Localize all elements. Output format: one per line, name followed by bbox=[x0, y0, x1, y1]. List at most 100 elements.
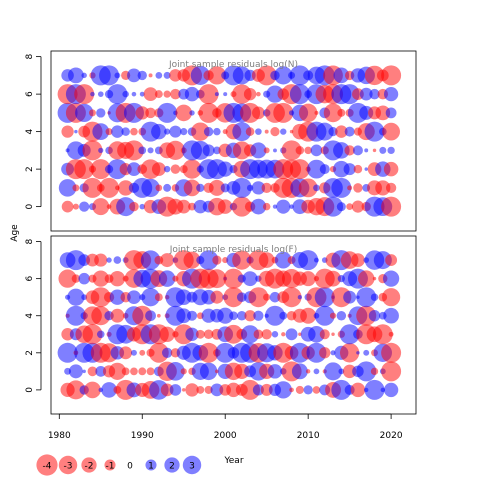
residual-bubble bbox=[343, 163, 356, 176]
residual-bubble bbox=[381, 65, 402, 86]
residual-bubble bbox=[253, 310, 264, 321]
residual-bubble bbox=[363, 349, 370, 356]
residual-bubble bbox=[255, 128, 262, 135]
legend-label: -1 bbox=[106, 462, 115, 472]
residual-bubble bbox=[261, 182, 272, 194]
residual-bubble bbox=[163, 183, 172, 192]
panel-logF: Joint sample residuals log(F) 0 2 4 6 8 bbox=[25, 235, 417, 415]
residual-bubble bbox=[232, 122, 252, 142]
residual-bubble bbox=[202, 144, 215, 157]
residual-bubble bbox=[295, 146, 305, 155]
residual-bubble bbox=[381, 342, 402, 363]
residual-bubble bbox=[74, 129, 78, 134]
residual-bubble bbox=[185, 327, 199, 341]
residual-bubble bbox=[382, 288, 401, 307]
x-tick-label: 1980 bbox=[48, 431, 71, 441]
residual-bubble bbox=[122, 90, 129, 98]
residual-bubble bbox=[350, 382, 366, 398]
residual-bubble bbox=[196, 183, 205, 193]
residual-bubble bbox=[213, 127, 221, 136]
residual-bubble bbox=[132, 305, 153, 326]
residual-bubble bbox=[163, 165, 171, 173]
y-tick-label: 2 bbox=[25, 350, 35, 356]
residual-bubble bbox=[139, 203, 146, 210]
residual-bubble bbox=[175, 289, 192, 306]
residual-bubble bbox=[61, 200, 74, 213]
x-tick-label: 2010 bbox=[297, 431, 320, 441]
residual-bubble bbox=[146, 367, 155, 376]
residual-bubble bbox=[195, 329, 205, 339]
residual-bubble bbox=[331, 379, 352, 400]
residual-bubble bbox=[193, 199, 208, 214]
residual-bubble bbox=[130, 127, 138, 136]
residual-bubble bbox=[215, 342, 236, 363]
residual-bubble bbox=[375, 105, 391, 121]
residual-bubble bbox=[224, 324, 243, 344]
panel-title: Joint sample residuals log(N) bbox=[168, 60, 298, 70]
residual-bubble bbox=[78, 272, 90, 285]
residual-bubble bbox=[298, 103, 318, 123]
residual-bubble bbox=[180, 128, 188, 136]
residual-bubble bbox=[375, 180, 391, 196]
residual-bubble bbox=[203, 329, 214, 340]
y-tick-label: 0 bbox=[25, 387, 35, 393]
residual-bubble bbox=[110, 308, 125, 323]
residual-bubble bbox=[314, 257, 319, 263]
residual-bubble bbox=[356, 351, 360, 355]
residual-bubble bbox=[359, 87, 373, 101]
residual-bubble bbox=[191, 122, 210, 141]
residual-bubble bbox=[91, 306, 111, 326]
residual-bubble bbox=[145, 107, 156, 119]
residual-bubble bbox=[258, 252, 275, 268]
residual-bubble bbox=[339, 84, 360, 105]
residual-bubble bbox=[381, 361, 402, 382]
residual-bubble bbox=[310, 144, 323, 157]
residual-bubble bbox=[82, 369, 86, 374]
residual-bubble bbox=[137, 70, 147, 81]
residual-bubble bbox=[368, 310, 381, 322]
residual-bubble bbox=[58, 269, 77, 288]
residual-bubble bbox=[347, 185, 353, 191]
residual-bubble bbox=[106, 257, 112, 263]
residual-bubble bbox=[185, 383, 199, 397]
residual-bubble bbox=[313, 368, 320, 375]
residual-bubble bbox=[57, 342, 78, 363]
residual-bubble bbox=[370, 293, 379, 301]
residual-bubble bbox=[84, 381, 101, 399]
residual-bubble bbox=[164, 128, 171, 135]
residual-bubble bbox=[127, 290, 141, 305]
residual-bubble bbox=[75, 103, 94, 123]
residual-bubble bbox=[244, 310, 256, 322]
residual-bubble bbox=[319, 347, 331, 359]
residual-bubble bbox=[300, 271, 316, 287]
residual-bubble bbox=[314, 305, 335, 326]
residual-bubble bbox=[364, 121, 385, 142]
residual-bubble bbox=[330, 350, 336, 356]
residual-bubble bbox=[139, 349, 146, 356]
residual-bubble bbox=[166, 362, 185, 381]
residual-bubble bbox=[240, 379, 261, 400]
y-tick-label: 4 bbox=[25, 128, 35, 134]
residual-bubble bbox=[189, 110, 195, 116]
residual-bubble bbox=[176, 308, 192, 324]
residual-bubble bbox=[344, 126, 355, 137]
residual-bubble bbox=[208, 179, 225, 196]
legend-bubble bbox=[36, 454, 58, 476]
residual-bubble bbox=[199, 362, 218, 381]
residual-bubble bbox=[303, 385, 313, 395]
residual-bubble bbox=[223, 268, 244, 289]
residual-bubble bbox=[68, 67, 84, 84]
residual-bubble bbox=[264, 305, 285, 326]
legend-bubble bbox=[145, 459, 157, 471]
residual-bubble bbox=[214, 92, 219, 97]
residual-bubble bbox=[352, 145, 363, 156]
residual-bubble bbox=[387, 146, 395, 155]
residual-bubble bbox=[274, 381, 292, 399]
residual-bubble bbox=[291, 363, 308, 380]
residual-bubble bbox=[96, 330, 105, 339]
residual-bubble bbox=[65, 305, 86, 326]
residual-bubble bbox=[364, 379, 385, 400]
residual-bubble bbox=[116, 197, 136, 217]
residual-bubble bbox=[372, 276, 377, 281]
residual-bubble bbox=[382, 122, 400, 141]
